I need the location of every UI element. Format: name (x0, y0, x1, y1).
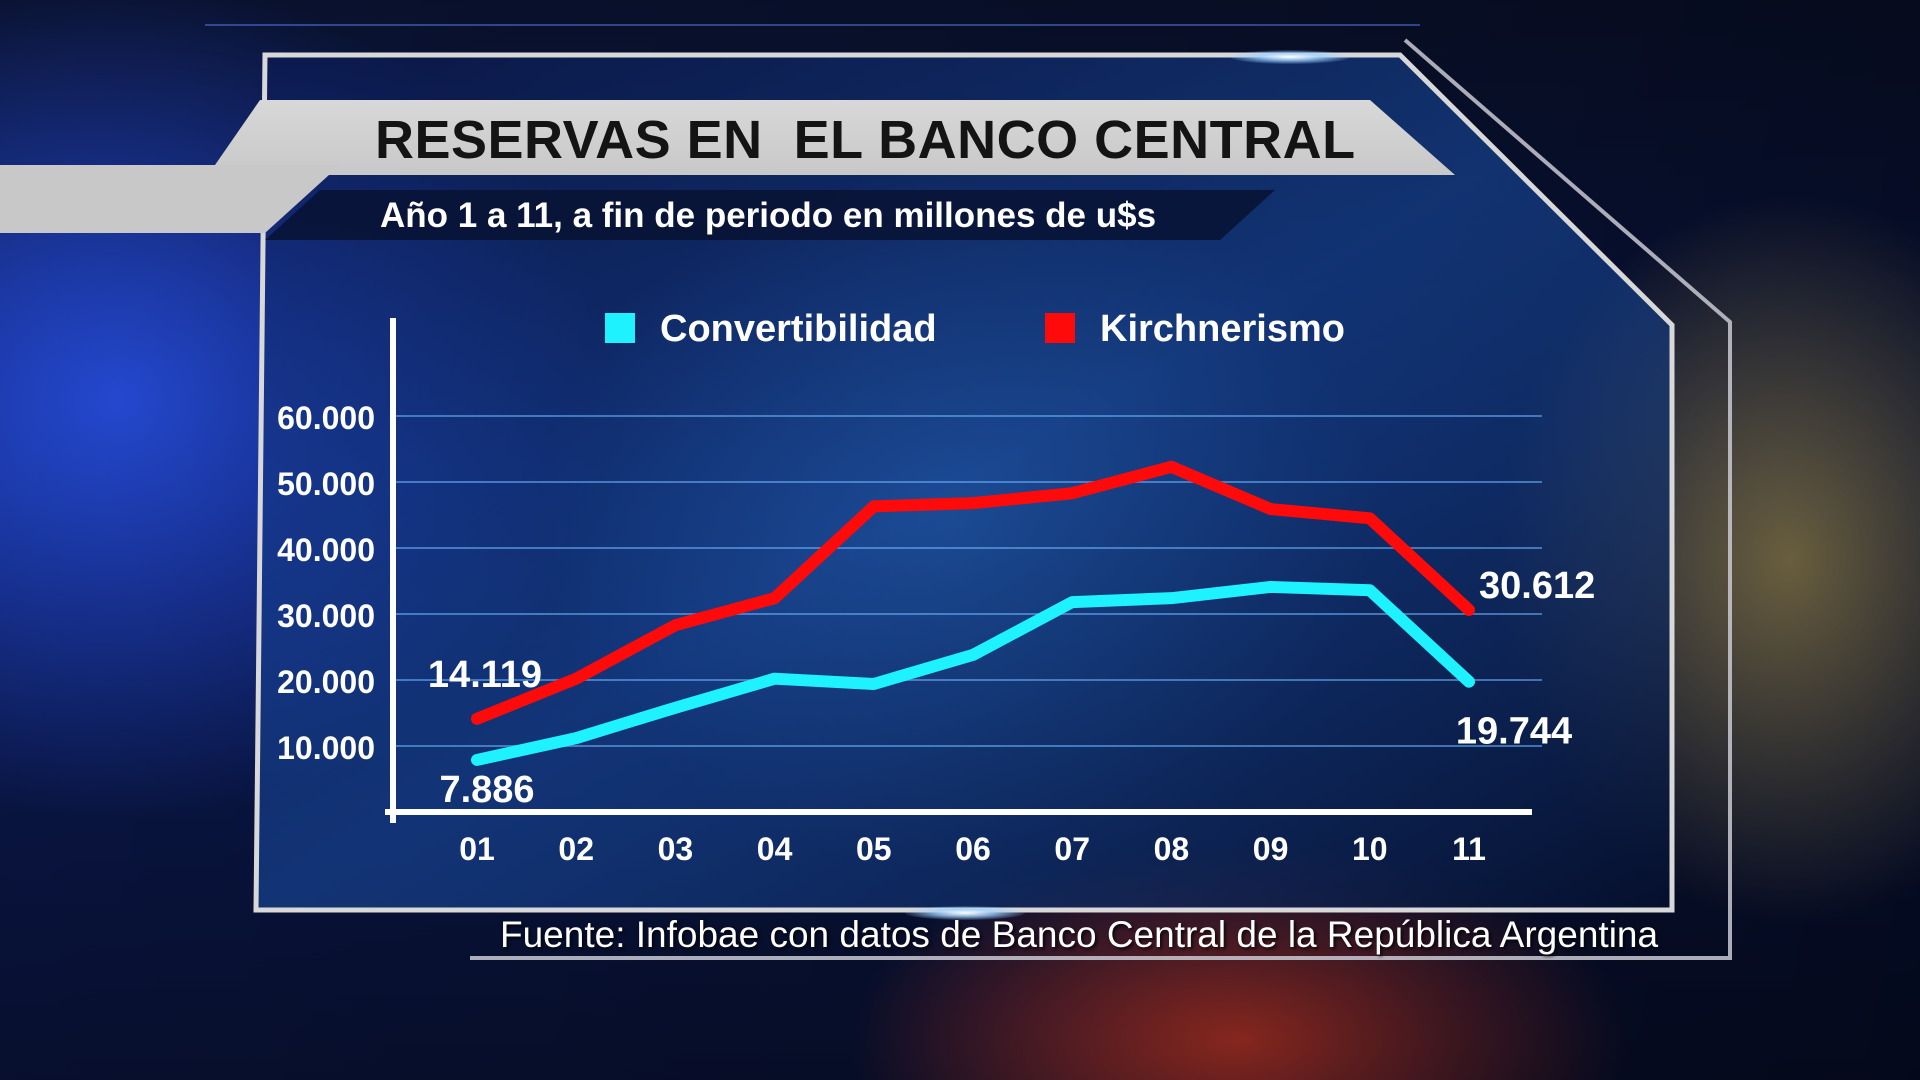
data-point (1369, 517, 1371, 519)
data-point (873, 505, 875, 507)
x-tick-label: 11 (1452, 831, 1486, 867)
y-tick-label: 30.000 (277, 598, 375, 634)
x-tick-label: 08 (1154, 831, 1190, 867)
data-point (774, 678, 776, 680)
light-glow-top (1230, 50, 1350, 64)
y-tick-label: 60.000 (277, 400, 375, 436)
legend: Convertibilidad Kirchnerismo (605, 308, 1345, 350)
y-tick-label: 40.000 (277, 532, 375, 568)
data-point (1071, 492, 1073, 494)
x-tick-label: 06 (955, 831, 991, 867)
data-label: 19.744 (1456, 711, 1572, 753)
data-point (1071, 601, 1073, 603)
data-point (1170, 597, 1172, 599)
x-tick-label: 09 (1253, 831, 1289, 867)
data-point (1369, 589, 1371, 591)
data-point (575, 678, 577, 680)
x-tick-label: 01 (459, 831, 495, 867)
y-tick-label: 10.000 (277, 730, 375, 766)
source-note: Fuente: Infobae con datos de Banco Centr… (500, 914, 1659, 955)
legend-label: Convertibilidad (660, 308, 937, 350)
data-point (774, 597, 776, 599)
x-tick-labels: 01 02 03 04 05 06 07 08 09 10 11 (459, 831, 1486, 867)
data-point (674, 624, 676, 626)
x-tick-label: 10 (1352, 831, 1388, 867)
data-point (674, 707, 676, 709)
series-line-0 (471, 580, 1475, 766)
x-tick-label: 05 (856, 831, 892, 867)
data-labels: 7.886 19.744 14.119 30.612 (428, 565, 1595, 811)
outer-frame-line (470, 38, 1732, 960)
gridlines (395, 415, 1542, 747)
y-tick-label: 50.000 (277, 466, 375, 502)
data-point (476, 718, 478, 720)
data-label: 30.612 (1479, 565, 1595, 607)
data-label: 14.119 (428, 654, 542, 696)
data-point (1270, 586, 1272, 588)
data-point (972, 654, 974, 656)
y-tick-labels: 10.000 20.000 30.000 40.000 50.000 60.000 (277, 400, 375, 766)
x-tick-label: 03 (658, 831, 694, 867)
data-point (1270, 508, 1272, 510)
chart-subtitle: Año 1 a 11, a fin de periodo en millones… (380, 196, 1157, 235)
data-point (873, 683, 875, 685)
light-glow-bottom (905, 906, 1025, 920)
series-lines (471, 460, 1475, 766)
data-point (972, 502, 974, 504)
data-point (1468, 609, 1470, 611)
x-tick-label: 07 (1054, 831, 1090, 867)
data-point (1468, 681, 1470, 683)
data-point (476, 759, 478, 761)
subtitle-band (265, 190, 1275, 240)
legend-swatch (605, 313, 635, 343)
chart-title: RESERVAS EN EL BANCO CENTRAL (375, 110, 1356, 170)
data-label: 7.886 (439, 769, 534, 811)
x-tick-label: 04 (757, 831, 793, 867)
legend-label: Kirchnerismo (1100, 308, 1345, 350)
axes (385, 318, 1532, 823)
legend-swatch (1045, 313, 1075, 343)
x-tick-label: 02 (558, 831, 594, 867)
y-tick-label: 20.000 (277, 664, 375, 700)
data-point (1170, 466, 1172, 468)
data-point (575, 737, 577, 739)
